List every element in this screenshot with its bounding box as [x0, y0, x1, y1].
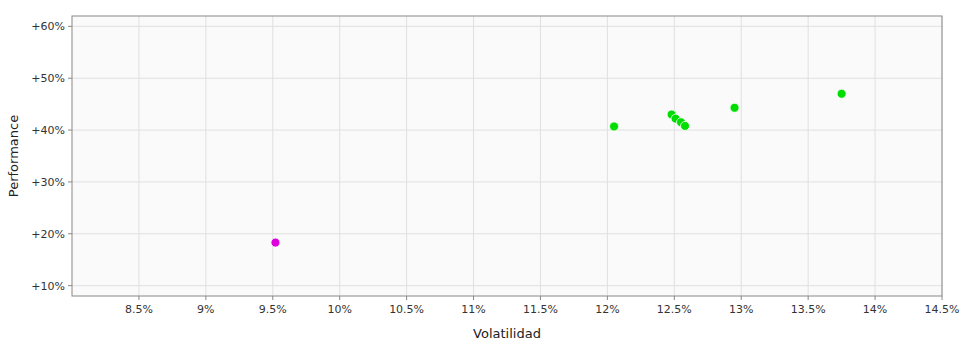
x-tick-label: 9% — [197, 303, 214, 316]
y-tick-label: +10% — [31, 280, 65, 293]
x-tick-label: 10.5% — [389, 303, 424, 316]
y-tick-label: +50% — [31, 72, 65, 85]
x-tick-label: 11.5% — [523, 303, 558, 316]
x-grid-line — [674, 16, 675, 296]
scatter-point — [681, 121, 690, 130]
x-grid-line — [808, 16, 809, 296]
x-tick — [808, 296, 809, 300]
plot-background — [72, 16, 942, 296]
x-tick-label: 9.5% — [259, 303, 287, 316]
x-tick-label: 13% — [729, 303, 753, 316]
x-tick-label: 11% — [461, 303, 485, 316]
x-grid-line — [607, 16, 608, 296]
x-tick-label: 12% — [595, 303, 619, 316]
x-tick — [473, 296, 474, 300]
x-tick — [272, 296, 273, 300]
x-tick-label: 14% — [863, 303, 887, 316]
x-tick — [607, 296, 608, 300]
x-tick-label: 12.5% — [657, 303, 692, 316]
scatter-point — [271, 238, 280, 247]
chart-svg: 8.5% 9% 9.5% 10% 10.5% 11% 11.5% 12% 12.5% 13% 13.… — [0, 0, 966, 350]
x-grid-line — [205, 16, 206, 296]
y-tick — [68, 78, 72, 79]
x-tick — [674, 296, 675, 300]
y-tick-label: +40% — [31, 124, 65, 137]
x-tick — [205, 296, 206, 300]
x-tick-label: 8.5% — [125, 303, 153, 316]
x-grid-line — [473, 16, 474, 296]
grid — [72, 16, 942, 296]
y-tick — [68, 233, 72, 234]
series — [610, 89, 847, 131]
y-tick — [68, 26, 72, 27]
y-grid-line — [72, 181, 942, 182]
y-tick — [68, 181, 72, 182]
series — [271, 238, 280, 247]
x-grid-line — [406, 16, 407, 296]
y-grid-line — [72, 26, 942, 27]
x-axis-label: Volatilidad — [473, 326, 541, 341]
x-tick — [942, 296, 943, 300]
x-tick — [339, 296, 340, 300]
x-tick-label: 13.5% — [791, 303, 826, 316]
y-tick — [68, 285, 72, 286]
y-grid-line — [72, 285, 942, 286]
points — [271, 89, 846, 247]
x-grid-line — [741, 16, 742, 296]
scatter-point — [837, 89, 846, 98]
x-grid-line — [138, 16, 139, 296]
y-grid-line — [72, 233, 942, 234]
x-tick — [540, 296, 541, 300]
x-grid-line — [875, 16, 876, 296]
y-grid-line — [72, 130, 942, 131]
x-grid-line — [339, 16, 340, 296]
scatter-point — [730, 103, 739, 112]
x-tick — [406, 296, 407, 300]
scatter-point — [610, 122, 619, 131]
axes: 8.5% 9% 9.5% 10% 10.5% 11% 11.5% 12% 12.5% 13% 13.… — [31, 20, 959, 316]
x-tick — [741, 296, 742, 300]
x-grid-line — [272, 16, 273, 296]
y-tick — [68, 130, 72, 131]
x-grid-line — [540, 16, 541, 296]
y-tick-label: +20% — [31, 228, 65, 241]
x-tick-label: 14.5% — [925, 303, 960, 316]
plot-frame — [72, 16, 942, 296]
y-grid-line — [72, 78, 942, 79]
x-tick-label: 10% — [327, 303, 351, 316]
x-tick — [138, 296, 139, 300]
y-tick-label: +30% — [31, 176, 65, 189]
x-tick — [875, 296, 876, 300]
chart-container: 8.5% 9% 9.5% 10% 10.5% 11% 11.5% 12% 12.5% 13% 13.… — [0, 0, 966, 350]
y-tick-label: +60% — [31, 20, 65, 33]
y-axis-label: Performance — [6, 115, 21, 197]
